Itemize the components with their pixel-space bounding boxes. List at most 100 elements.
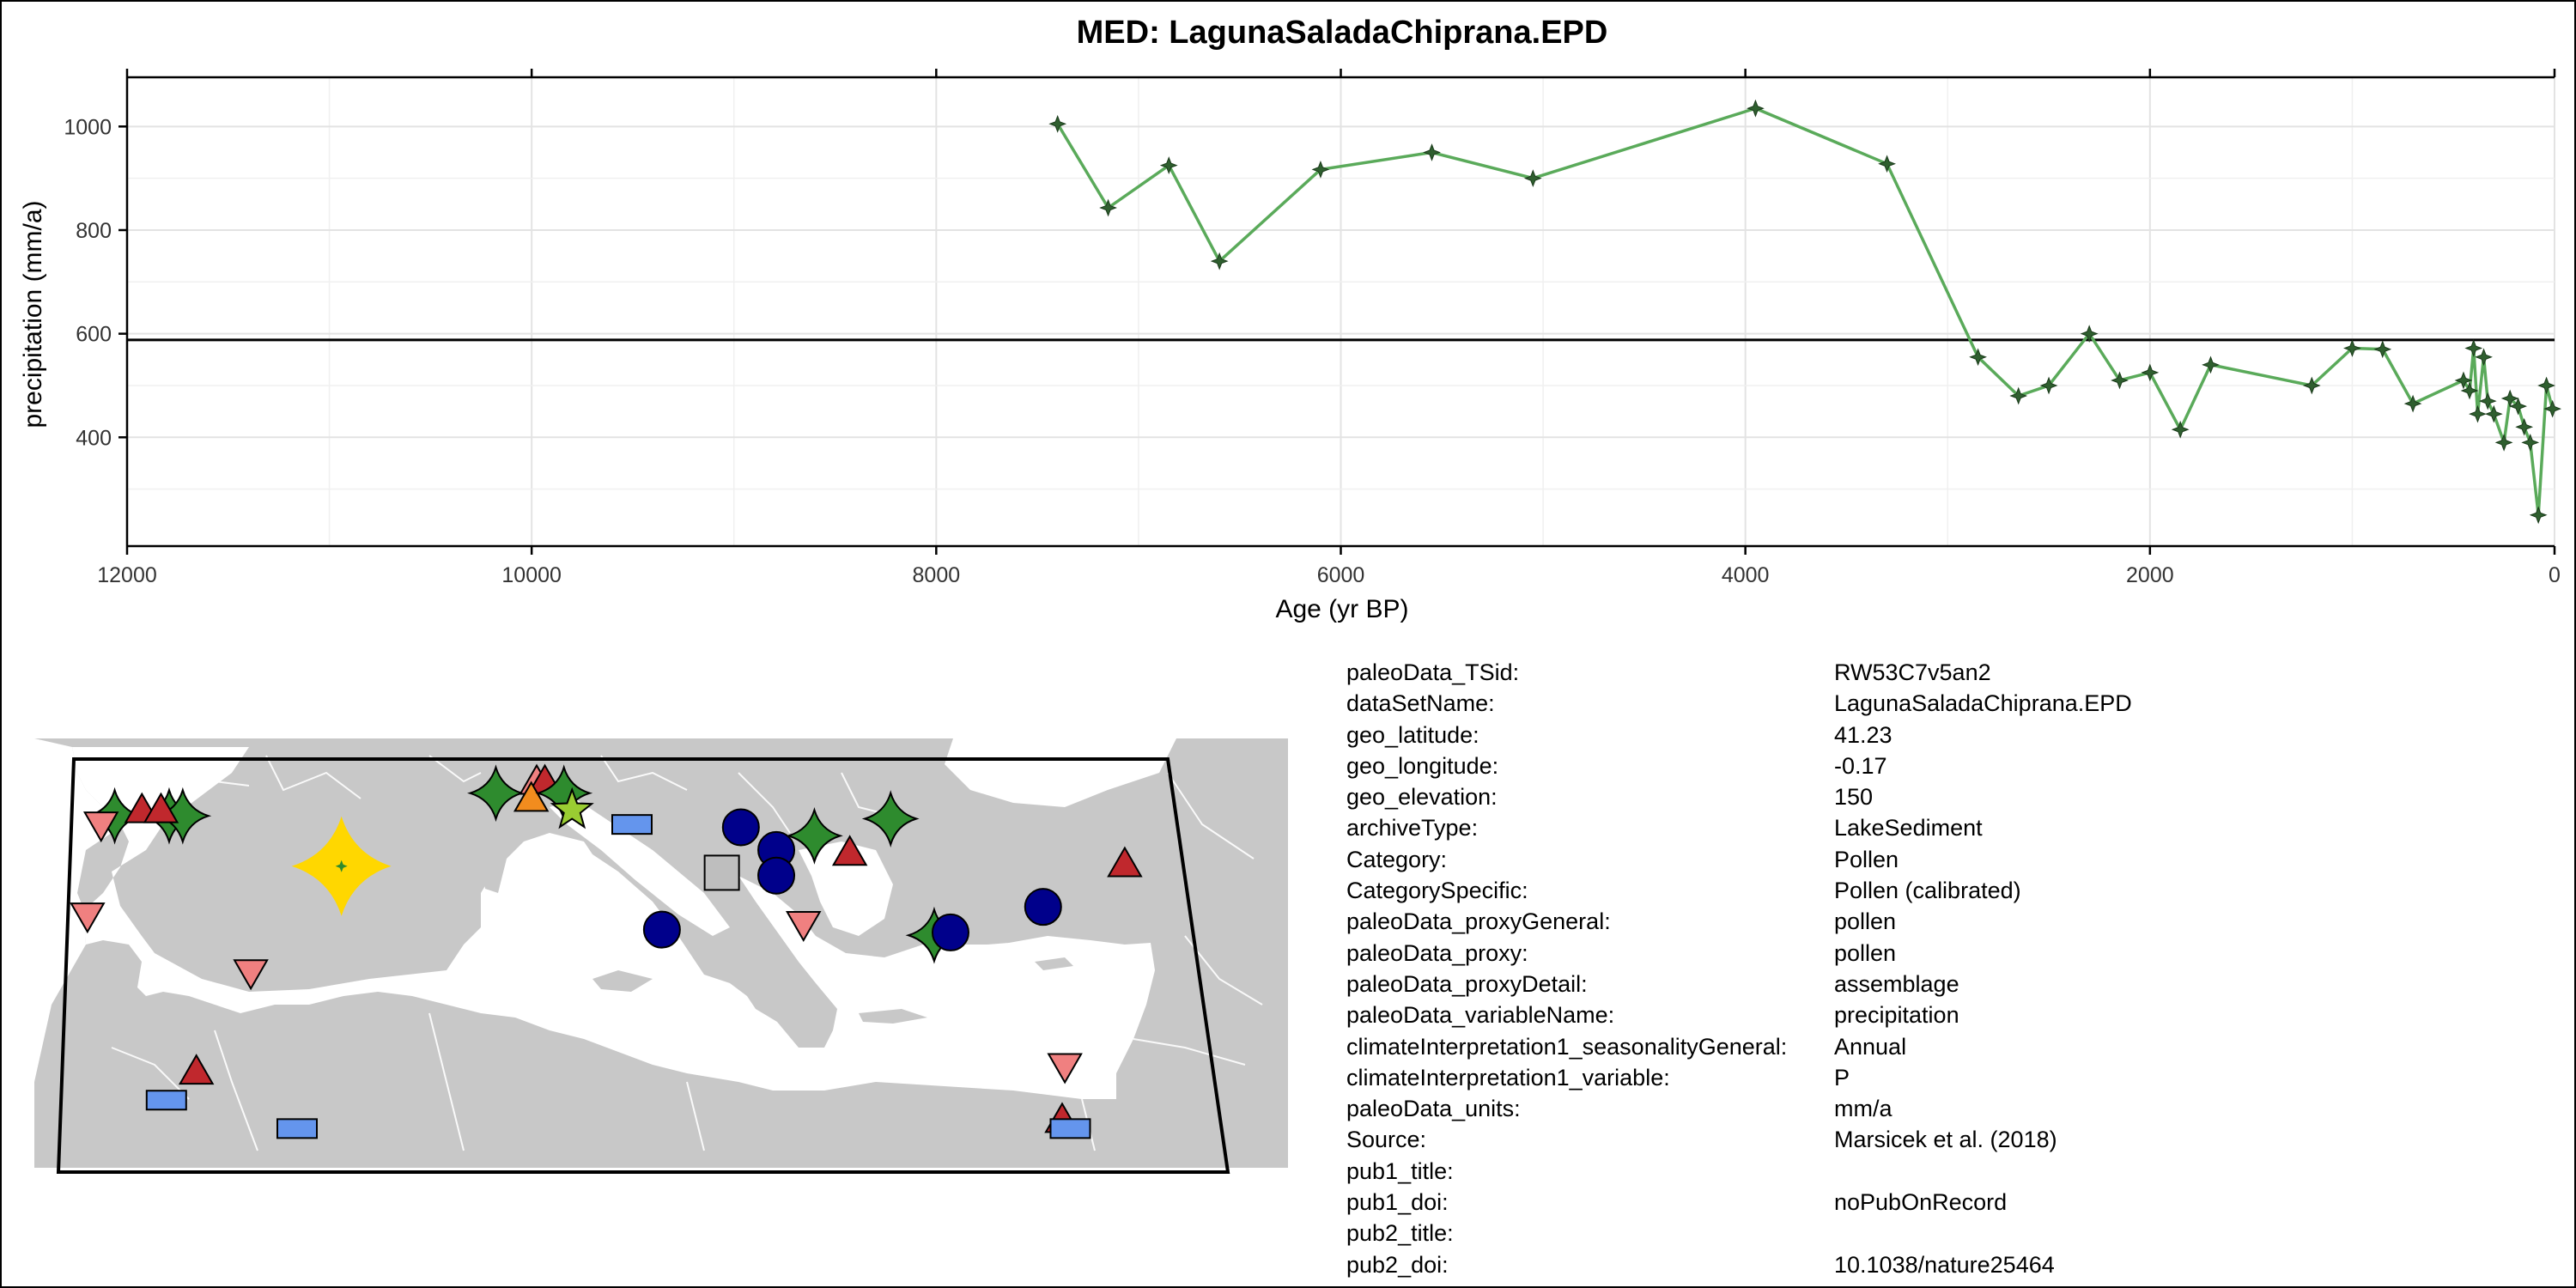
metadata-row: pub1_title: [1346,1156,2549,1187]
metadata-row: paleoData_proxy: pollen [1346,938,2549,969]
metadata-value: mm/a [1834,1096,1893,1122]
metadata-row: geo_elevation: 150 [1346,781,2549,812]
y-tick-label: 400 [76,426,112,450]
data-point [2202,355,2220,374]
site-marker [143,792,179,823]
site-marker [642,910,681,949]
metadata-key: geo_elevation: [1346,784,1498,811]
data-point [2171,420,2190,439]
site-marker [611,814,653,835]
metadata-key: geo_latitude: [1346,721,1479,748]
x-tick-label: 6000 [1317,563,1365,587]
metadata-row: CategorySpecific: Pollen (calibrated) [1346,875,2549,906]
metadata-row: paleoData_proxyGeneral: pollen [1346,906,2549,937]
metadata-value: 150 [1834,784,1874,811]
metadata-key: paleoData_TSid: [1346,659,1520,685]
x-tick-label: 2000 [2126,563,2174,587]
site-marker [145,1090,187,1111]
metadata-row: geo_longitude: -0.17 [1346,750,2549,781]
metadata-value: pollen [1834,908,1897,935]
site-marker [513,781,550,812]
metadata-row: pub2_title: [1346,1218,2549,1249]
metadata-key: paleoData_variableName: [1346,1002,1615,1029]
series-line [1056,106,2555,515]
data-point [2464,339,2483,357]
metadata-row: paleoData_units: mm/a [1346,1093,2549,1124]
data-point [2141,363,2160,382]
grid [126,77,2555,546]
metadata-value: RW53C7v5an2 [1834,659,1991,685]
site-markers [70,763,1143,1139]
site-marker [831,835,868,866]
site-marker [276,1118,318,1139]
axes: 12000 10000 8000 6000 4000 2000 0 400 600 800 1000 [64,69,2561,587]
data-point [2454,371,2473,390]
data-point [2543,399,2562,418]
site-marker [786,806,843,865]
site-marker [550,787,594,829]
site-marker [233,959,269,991]
data-point [1099,198,1117,217]
data-point [2302,376,2321,395]
metadata-key: dataSetName: [1346,690,1495,717]
site-marker [1049,1118,1091,1139]
data-point [1969,348,1987,367]
metadata-row: Source: Marsicek et al. (2018) [1346,1124,2549,1155]
metadata-key: climateInterpretation1_seasonalityGenera… [1346,1033,1788,1060]
metadata-key: paleoData_proxyGeneral: [1346,908,1611,935]
data-point [2343,339,2361,357]
y-tick-label: 1000 [64,115,112,139]
metadata-key: Category: [1346,846,1448,872]
x-tick-label: 10000 [501,563,562,587]
metadata-key: archiveType: [1346,815,1479,841]
site-marker [757,856,796,895]
metadata-key: paleoData_proxyDetail: [1346,970,1588,997]
x-tick-label: 8000 [913,563,961,587]
metadata-key: climateInterpretation1_variable: [1346,1064,1670,1091]
metadata-key: pub2_title: [1346,1220,1454,1247]
site-marker [931,913,969,951]
data-point [2484,404,2503,423]
data-point [1423,143,1441,161]
metadata-key: pub2_doi: [1346,1251,1449,1278]
site-marker [467,764,525,823]
metadata-key: pub1_title: [1346,1157,1454,1184]
data-point [2537,376,2555,395]
data-point [2009,386,2028,405]
x-tick-label: 4000 [1722,563,1770,587]
site-marker [861,790,920,848]
data-point [2469,404,2487,423]
data-point [1311,160,1330,179]
metadata-key: pub1_doi: [1346,1189,1449,1216]
metadata-value: assemblage [1834,970,1959,997]
metadata-row: paleoData_variableName: precipitation [1346,999,2549,1030]
metadata-value: Pollen (calibrated) [1834,878,2021,904]
metadata-row: Category: Pollen [1346,844,2549,875]
x-tick-label: 12000 [97,563,157,587]
site-marker [786,911,822,943]
data-point [2494,433,2513,452]
data-point [1210,252,1229,270]
y-axis-label: precipitation (mm/a) [19,200,47,428]
site-marker-center [335,860,348,872]
metadata-value: pollen [1834,939,1897,966]
data-point [1048,114,1067,133]
site-map [34,738,1288,1174]
data-point [2475,348,2493,367]
metadata-key: geo_longitude: [1346,752,1499,779]
metadata-row: climateInterpretation1_variable: P [1346,1062,2549,1093]
data-point [2460,381,2479,400]
data-point [1747,99,1765,118]
site-marker [70,902,106,934]
data-point [2111,371,2129,390]
series-precipitation [1048,99,2562,525]
data-point [2521,433,2540,452]
metadata-value: noPubOnRecord [1834,1189,2008,1216]
site-marker [1047,1053,1083,1084]
data-point [1523,169,1542,188]
metadata-row: climateInterpretation1_seasonalityGenera… [1346,1031,2549,1062]
precipitation-chart: MED: LagunaSaladaChiprana.EPD 12000 10000… [19,15,2562,623]
map-boundary [56,757,1230,1174]
data-point [1878,155,1896,173]
metadata-table: paleoData_TSid: RW53C7v5an2 dataSetName: La… [1346,657,2549,1280]
